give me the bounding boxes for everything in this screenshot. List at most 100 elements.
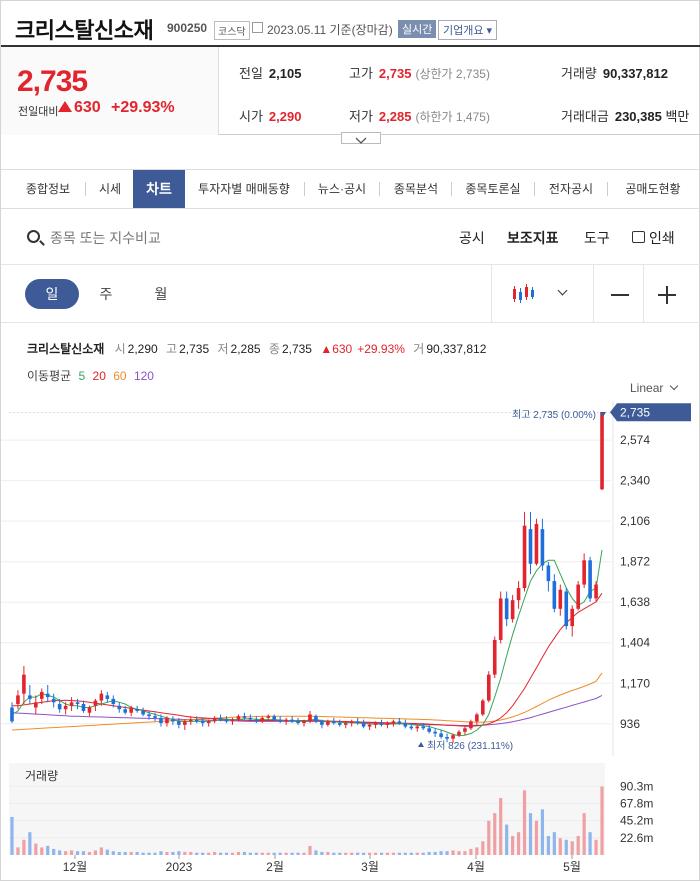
chevron-down-icon: [670, 381, 679, 391]
max-marker-icon: [600, 412, 606, 417]
price-change: 630: [74, 99, 101, 116]
candle: [10, 707, 14, 722]
candle: [153, 716, 157, 718]
disclosure-button[interactable]: 공시: [459, 230, 485, 246]
y-tick-label: 2,106: [620, 514, 650, 528]
volume-bar: [308, 845, 312, 855]
candle: [469, 721, 473, 729]
volume-bar: [147, 852, 151, 855]
scale-selector[interactable]: Linear: [630, 381, 679, 395]
tab-investor-trading[interactable]: 투자자별 매매동향: [198, 182, 290, 196]
candle: [320, 721, 324, 725]
candle: [397, 721, 402, 724]
volume-bar: [356, 852, 360, 855]
volume-pane: [9, 763, 605, 855]
volume-bar: [58, 850, 62, 855]
tools-button[interactable]: 도구: [584, 230, 610, 246]
volume: 거래량 90,337,812: [561, 66, 668, 81]
company-overview-button[interactable]: 기업개요 ▾: [438, 20, 498, 40]
volume-bar: [224, 852, 229, 855]
volume-bar: [64, 851, 68, 855]
search-icon[interactable]: [27, 230, 40, 243]
zoom-out-button[interactable]: [611, 294, 629, 296]
volume-bar: [403, 852, 407, 855]
candle: [69, 702, 74, 706]
period-day-button[interactable]: 일: [25, 279, 79, 309]
candle: [159, 717, 163, 724]
volume-bar: [558, 838, 562, 855]
volume-bar: [296, 852, 300, 855]
current-price-label: 2,735: [620, 405, 650, 419]
candle: [99, 693, 104, 701]
candle: [45, 693, 50, 698]
candle: [266, 716, 271, 718]
low-price: 저가 2,285 (하한가 1,475): [349, 109, 490, 124]
volume-bar: [87, 851, 92, 855]
volume-bar: [391, 852, 396, 855]
tab-discussion[interactable]: 종목토론실: [465, 182, 521, 196]
candle: [486, 674, 491, 701]
volume-bar: [260, 852, 264, 855]
volume-bar: [385, 852, 390, 855]
candle: [22, 674, 26, 694]
volume-bar: [105, 849, 109, 855]
tab-short-selling[interactable]: 공매도현황: [625, 182, 681, 196]
candle: [588, 560, 592, 599]
candle: [254, 719, 259, 722]
tab-news[interactable]: 뉴스·공시: [317, 182, 367, 196]
volume-bar: [511, 835, 515, 855]
ma5-line: [11, 549, 603, 737]
price-chart[interactable]: 2,574 2,340 2,106 1,872 1,638 1,404 1,170 936 2,…: [1, 401, 700, 882]
tab-chart[interactable]: 차트: [133, 170, 185, 208]
volume-tick-label: 45.2m: [620, 814, 653, 828]
candle: [576, 584, 580, 609]
volume-bar: [213, 851, 217, 855]
volume-bar: [469, 848, 473, 855]
volume-bar: [123, 851, 127, 855]
compare-search-input[interactable]: 종목 또는 지수비교: [50, 230, 161, 246]
volume-bar: [594, 839, 598, 855]
x-tick-label: 5월: [563, 860, 581, 874]
quote-date: 2023.05.11 기준(장마감): [267, 23, 393, 37]
candlestick-type-icon[interactable]: [512, 283, 536, 305]
stock-name[interactable]: 크리스탈신소재: [15, 18, 154, 43]
volume-bar: [236, 851, 241, 855]
volume-bar: [16, 847, 20, 855]
candle: [34, 702, 38, 708]
stock-header: 크리스탈신소재 900250 코스닥 2023.05.11 기준(장마감) 실시…: [1, 1, 700, 47]
print-icon[interactable]: [632, 231, 645, 243]
stock-tabs: 종합정보 시세 차트 투자자별 매매동향 뉴스·공시 종목분석 종목토론실 전자…: [1, 169, 700, 209]
tab-quote[interactable]: 시세: [98, 182, 122, 196]
volume-bar: [69, 850, 74, 855]
indicators-button[interactable]: 보조지표: [507, 230, 559, 246]
tab-analysis[interactable]: 종목분석: [393, 182, 439, 196]
realtime-badge[interactable]: 실시간: [398, 20, 437, 38]
tab-disclosure[interactable]: 전자공시: [548, 182, 594, 196]
candle: [337, 723, 342, 725]
candle: [439, 733, 443, 737]
candle: [260, 717, 265, 722]
candle: [93, 700, 98, 706]
chevron-down-icon[interactable]: [557, 285, 568, 296]
volume-bar: [117, 851, 121, 855]
ma60-line: [11, 672, 603, 731]
candle: [75, 702, 80, 705]
print-button[interactable]: 인쇄: [649, 230, 675, 246]
period-month-button[interactable]: 월: [154, 286, 168, 302]
volume-bar: [28, 832, 32, 855]
volume-bar: [326, 851, 330, 855]
expand-quote-button[interactable]: [341, 132, 381, 144]
period-week-button[interactable]: 주: [99, 286, 113, 302]
moving-average-legend[interactable]: 이동평균 5 20 60 120: [27, 369, 154, 383]
candle: [326, 721, 330, 725]
period-toolbar: 일 주 월: [1, 265, 700, 323]
x-tick-label: 3월: [361, 860, 379, 874]
volume-bar: [332, 852, 336, 855]
tab-overview[interactable]: 종합정보: [25, 182, 71, 196]
volume-bar: [421, 852, 425, 855]
volume-bar: [475, 847, 479, 855]
volume-bar: [242, 851, 247, 855]
volume-bar: [427, 851, 431, 855]
volume-bar: [22, 839, 26, 855]
volume-bar: [564, 839, 568, 855]
